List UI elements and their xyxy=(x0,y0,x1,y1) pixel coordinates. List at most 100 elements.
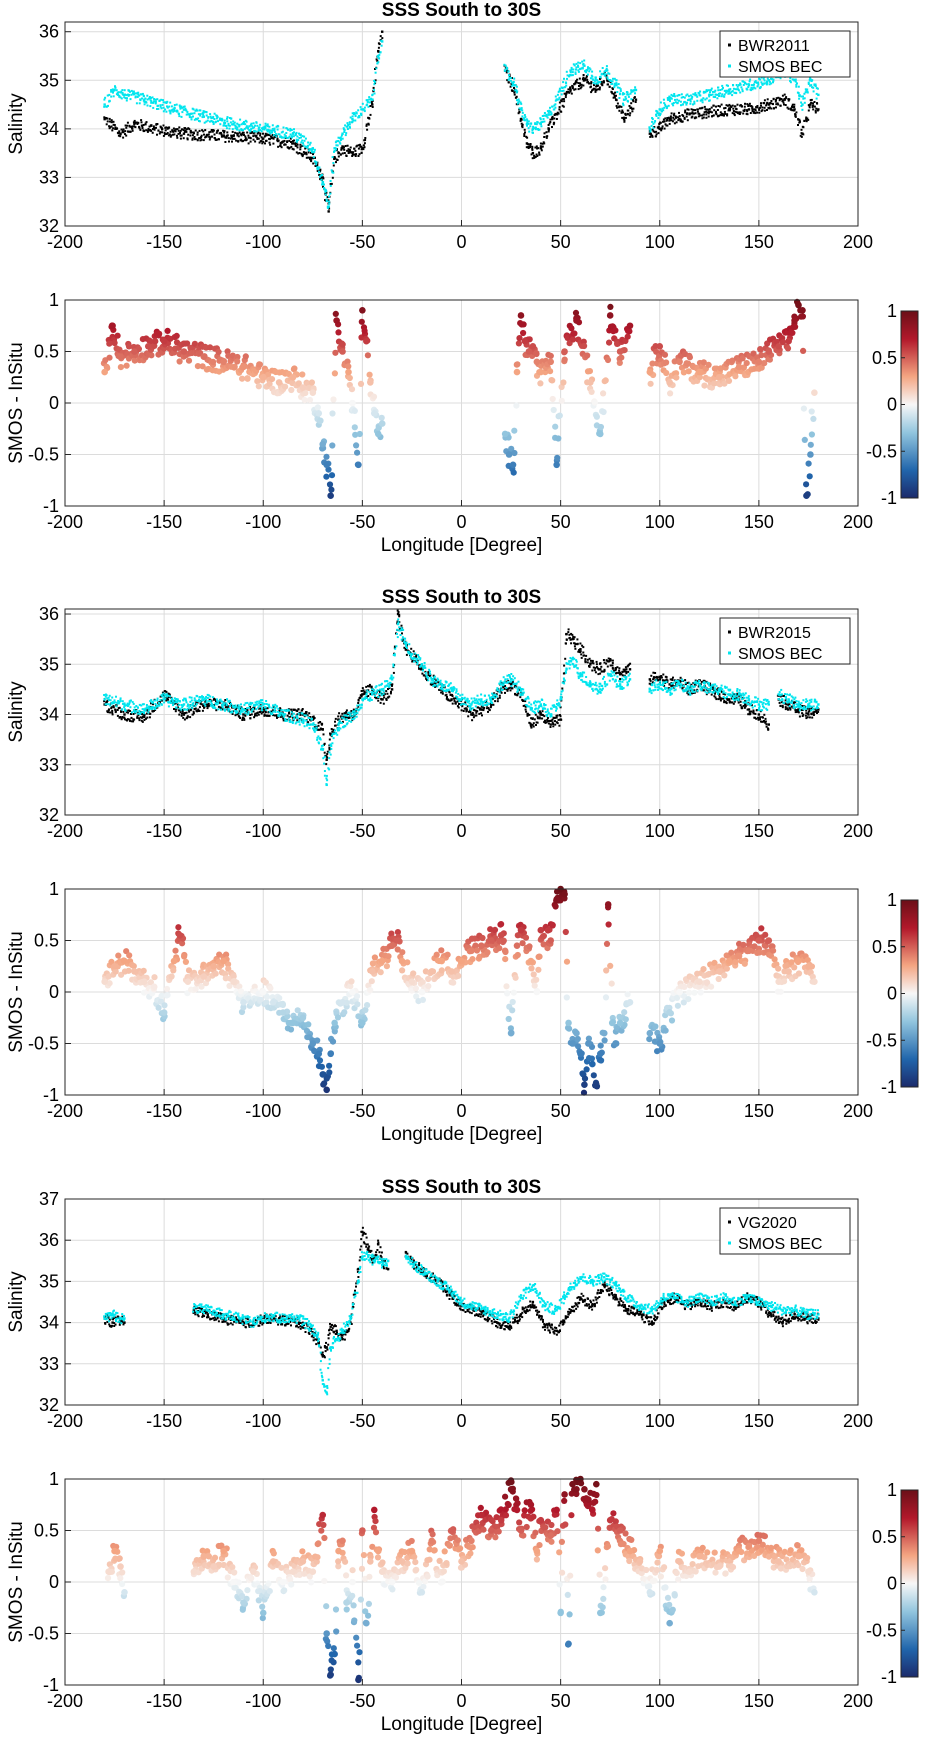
salinity-point xyxy=(328,195,330,198)
salinity-point xyxy=(605,69,608,72)
salinity-point xyxy=(766,109,768,111)
salinity-point xyxy=(723,93,726,96)
salinity-point xyxy=(543,142,546,145)
salinity-point xyxy=(193,118,196,121)
salinity-point xyxy=(816,87,819,90)
salinity-point xyxy=(351,117,354,121)
diff-point xyxy=(646,368,654,376)
salinity-point xyxy=(229,137,232,140)
salinity-point xyxy=(362,693,365,696)
salinity-point xyxy=(586,73,589,76)
salinity-point xyxy=(134,126,137,129)
salinity-point xyxy=(650,674,653,677)
salinity-point xyxy=(467,715,470,718)
salinity-point xyxy=(182,699,185,702)
salinity-point xyxy=(264,125,267,128)
salinity-point xyxy=(581,78,584,81)
salinity-point xyxy=(186,111,189,113)
salinity-point xyxy=(223,119,226,122)
salinity-point xyxy=(108,120,111,123)
salinity-point xyxy=(277,145,280,148)
salinity-point xyxy=(449,694,452,696)
salinity-point xyxy=(255,135,258,138)
salinity-point xyxy=(362,689,365,692)
salinity-point xyxy=(238,715,241,718)
salinity-point xyxy=(508,687,511,690)
salinity-point xyxy=(198,120,201,123)
salinity-point xyxy=(535,153,538,156)
salinity-point xyxy=(147,128,150,130)
salinity-point xyxy=(366,101,369,104)
salinity-point xyxy=(328,747,331,749)
salinity-point xyxy=(758,717,761,720)
y-axis-label: Salinity xyxy=(6,93,27,155)
salinity-point xyxy=(355,112,358,115)
salinity-point xyxy=(199,114,202,117)
salinity-point xyxy=(685,94,688,97)
salinity-point xyxy=(234,125,237,128)
salinity-point xyxy=(139,712,142,715)
salinity-point xyxy=(133,119,136,122)
salinity-point xyxy=(246,126,249,129)
salinity-point xyxy=(657,125,660,128)
diff-point xyxy=(173,332,180,339)
diff-point xyxy=(811,389,818,397)
salinity-point xyxy=(787,708,789,711)
salinity-point xyxy=(358,153,361,156)
salinity-point xyxy=(806,88,809,91)
salinity-point xyxy=(259,134,262,137)
salinity-point xyxy=(616,102,619,105)
x-tick-label: -50 xyxy=(349,821,375,841)
y-tick-label: 36 xyxy=(39,604,59,624)
salinity-point xyxy=(133,710,135,713)
salinity-point xyxy=(250,713,253,716)
salinity-point xyxy=(353,113,356,116)
diff-point xyxy=(696,374,704,381)
salinity-point xyxy=(531,148,534,151)
salinity-point xyxy=(621,92,624,95)
salinity-point xyxy=(209,700,212,702)
diff-point xyxy=(801,436,808,443)
salinity-point xyxy=(107,104,109,107)
salinity-point xyxy=(478,712,481,715)
salinity-point xyxy=(450,698,453,701)
salinity-point xyxy=(225,136,228,139)
salinity-point xyxy=(185,701,188,704)
salinity-point xyxy=(242,716,244,719)
salinity-point xyxy=(351,120,354,123)
y-axis-label: SMOS - InSitu xyxy=(6,342,27,463)
salinity-point xyxy=(276,716,278,719)
salinity-point xyxy=(795,83,798,86)
salinity-point xyxy=(707,108,710,111)
salinity-point xyxy=(410,647,413,650)
salinity-point xyxy=(509,77,512,79)
salinity-point xyxy=(147,711,150,714)
salinity-point xyxy=(603,661,606,664)
salinity-point xyxy=(578,77,581,80)
diff-point xyxy=(234,358,241,365)
diff-point xyxy=(131,348,138,355)
salinity-point xyxy=(733,112,736,115)
salinity-point xyxy=(746,109,748,112)
salinity-point xyxy=(262,127,265,131)
salinity-point xyxy=(498,696,501,699)
salinity-point xyxy=(696,110,699,113)
salinity-point xyxy=(486,707,488,710)
salinity-point xyxy=(718,95,720,97)
salinity-point xyxy=(124,718,126,721)
diff-point xyxy=(291,365,298,372)
salinity-point xyxy=(666,98,669,101)
salinity-point xyxy=(520,122,523,125)
salinity-point xyxy=(529,146,531,149)
salinity-point xyxy=(517,98,520,101)
salinity-point xyxy=(165,110,168,113)
salinity-point xyxy=(680,93,683,96)
salinity-point xyxy=(584,661,587,663)
salinity-point xyxy=(607,660,610,663)
salinity-point xyxy=(335,144,338,147)
salinity-point xyxy=(593,84,595,87)
diff-point xyxy=(596,430,604,438)
salinity-point xyxy=(114,708,117,711)
salinity-point xyxy=(498,694,501,697)
diff-point xyxy=(323,473,330,480)
